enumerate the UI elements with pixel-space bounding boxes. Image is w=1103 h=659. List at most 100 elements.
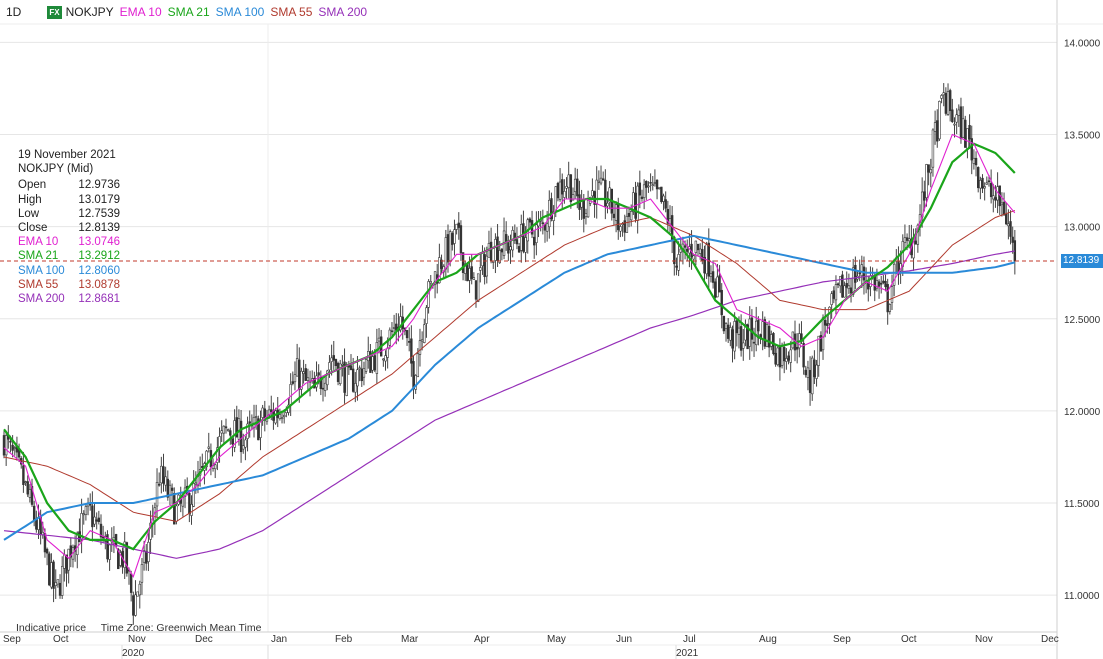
candle-body [82, 513, 85, 516]
x-tick-label: Oct [53, 634, 69, 645]
candle-body [298, 359, 301, 390]
candle-body [95, 519, 98, 522]
sma21-line [3, 142, 1016, 551]
candle-body [235, 417, 238, 438]
ohlc-row-open: Open 12.9736 [18, 178, 120, 192]
x-tick-label: Nov [128, 634, 146, 645]
candle-body [660, 186, 663, 203]
candle-body [93, 516, 96, 525]
candle-body [304, 368, 307, 381]
candle-body [625, 215, 629, 233]
indicator-sma-21[interactable]: SMA 21 [167, 5, 210, 19]
candle-body [892, 263, 896, 286]
candle-body [843, 285, 846, 298]
indicator-ema-10[interactable]: EMA 10 [119, 5, 162, 19]
candle-body [274, 410, 277, 424]
candle-body [867, 282, 870, 290]
y-tick-label: 12.0000 [1064, 407, 1101, 418]
candle-body [56, 579, 60, 585]
candle-body [726, 324, 730, 339]
candle-body [351, 368, 355, 392]
candle-body [282, 414, 286, 418]
candle-body [638, 182, 642, 196]
candle-body [811, 357, 814, 395]
candle-body [541, 222, 545, 224]
candle-body [504, 234, 508, 243]
candle-body [942, 92, 945, 96]
candle-body [28, 489, 32, 498]
candle-body [468, 268, 471, 281]
candle-body [244, 439, 247, 448]
candle-body [339, 363, 342, 384]
candle-body [873, 275, 876, 291]
candle-body [819, 335, 823, 352]
candle-body [989, 182, 993, 198]
candle-body [776, 347, 779, 366]
candle-body [826, 323, 829, 326]
candle-body [2, 435, 6, 456]
ohlc-value: 13.0179 [78, 193, 120, 206]
candle-body [129, 573, 133, 593]
candle-body [744, 323, 747, 341]
indicator-sma-55[interactable]: SMA 55 [270, 5, 313, 19]
timeframe-selector[interactable]: 1D [6, 5, 22, 19]
candle-body [157, 483, 161, 486]
candle-body [160, 465, 163, 484]
candle-body [770, 334, 773, 347]
candle-body [774, 352, 777, 365]
timezone-note: Time Zone: Greenwich Mean Time [100, 622, 262, 634]
candle-body [138, 583, 141, 596]
indicator-sma-200[interactable]: SMA 200 [318, 5, 368, 19]
candle-body [927, 164, 930, 173]
candle-body [358, 367, 361, 370]
candle-body [392, 327, 396, 329]
candle-body [226, 429, 230, 432]
ema10-line [3, 133, 1016, 579]
candle-body [692, 255, 695, 260]
candle-body [905, 237, 909, 241]
candle-body [188, 492, 191, 514]
candle-body [569, 174, 573, 203]
candle-body [808, 370, 812, 393]
symbol-label[interactable]: NOKJPY [65, 5, 114, 19]
y-tick-label: 11.0000 [1064, 591, 1100, 602]
candle-body [58, 582, 62, 596]
candle-body [248, 421, 251, 424]
candle-body [149, 522, 152, 540]
candle-body [289, 384, 292, 405]
candle-body [632, 192, 635, 213]
y-tick-label: 11.5000 [1064, 499, 1100, 510]
candle-body [50, 562, 53, 588]
candle-body [1007, 223, 1010, 227]
candle-body [349, 365, 353, 371]
candle-body [847, 285, 851, 289]
indicator-sma-100[interactable]: SMA 100 [215, 5, 265, 19]
y-tick-label: 14.0000 [1064, 38, 1101, 49]
candle-body [270, 409, 273, 413]
candle-body [489, 241, 493, 261]
ohlc-key: Open [18, 179, 47, 192]
candle-body [377, 337, 381, 342]
candle-body [9, 440, 12, 443]
candle-body [207, 446, 210, 449]
candle-body [302, 371, 305, 374]
candle-body [224, 426, 228, 429]
candle-body [623, 220, 626, 233]
candle-body [371, 356, 374, 371]
candle-body [683, 245, 687, 248]
candle-body [981, 177, 984, 189]
candle-body [60, 566, 64, 596]
candle-body [649, 182, 652, 184]
x-tick-label: May [547, 634, 566, 645]
candle-body [597, 180, 601, 183]
candle-body [291, 381, 295, 384]
candle-body [595, 179, 598, 205]
candle-body [173, 492, 176, 525]
ohlc-value: 12.7539 [78, 207, 120, 220]
candle-body [190, 504, 193, 516]
candle-body [175, 505, 178, 522]
candle-body [619, 226, 622, 232]
candle-body [983, 186, 986, 189]
candle-body [604, 179, 607, 207]
